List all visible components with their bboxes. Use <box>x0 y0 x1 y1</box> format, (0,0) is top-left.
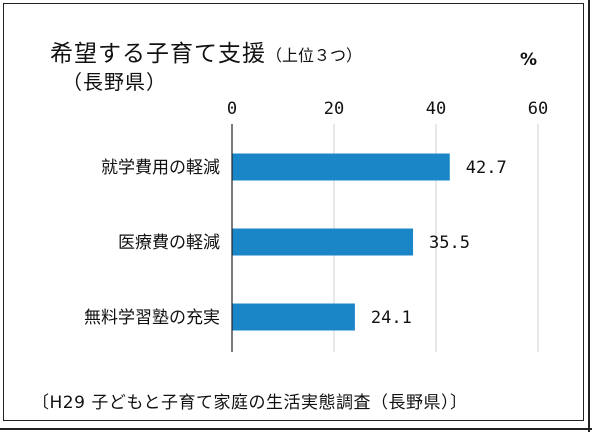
chart-title-main: 希望する子育て支援 <box>50 41 266 67</box>
bar <box>232 153 450 181</box>
category-label: 就学費用の軽減 <box>101 158 220 178</box>
outer-border-bottom <box>0 428 592 430</box>
x-tick-label: 40 <box>426 99 446 119</box>
category-label: 無料学習塾の充実 <box>84 307 220 328</box>
x-tick-label: 20 <box>324 99 344 119</box>
value-label: 24.1 <box>371 308 412 328</box>
source-note: 〔H29 子どもと子育て家庭の生活実態調査（長野県）〕 <box>32 393 468 413</box>
value-labels: 42.7 35.5 24.1 <box>371 158 507 328</box>
chart-title-suffix: （上位３つ） <box>266 46 363 65</box>
value-label: 42.7 <box>466 158 507 178</box>
x-tick-label: 0 <box>227 99 237 119</box>
unit-label: % <box>520 50 538 70</box>
bar <box>232 228 414 256</box>
chart-border <box>3 3 584 421</box>
chart-title-region: （長野県） <box>62 70 167 94</box>
x-tick-label: 60 <box>528 99 548 119</box>
chart-title: 希望する子育て支援（上位３つ） <box>50 34 362 68</box>
bar <box>232 303 355 331</box>
category-label: 医療費の軽減 <box>118 233 220 253</box>
x-axis-ticks: 0 20 40 60 <box>227 99 548 119</box>
outer-border-right <box>588 0 590 432</box>
value-label: 35.5 <box>429 233 470 253</box>
bars <box>232 153 450 331</box>
